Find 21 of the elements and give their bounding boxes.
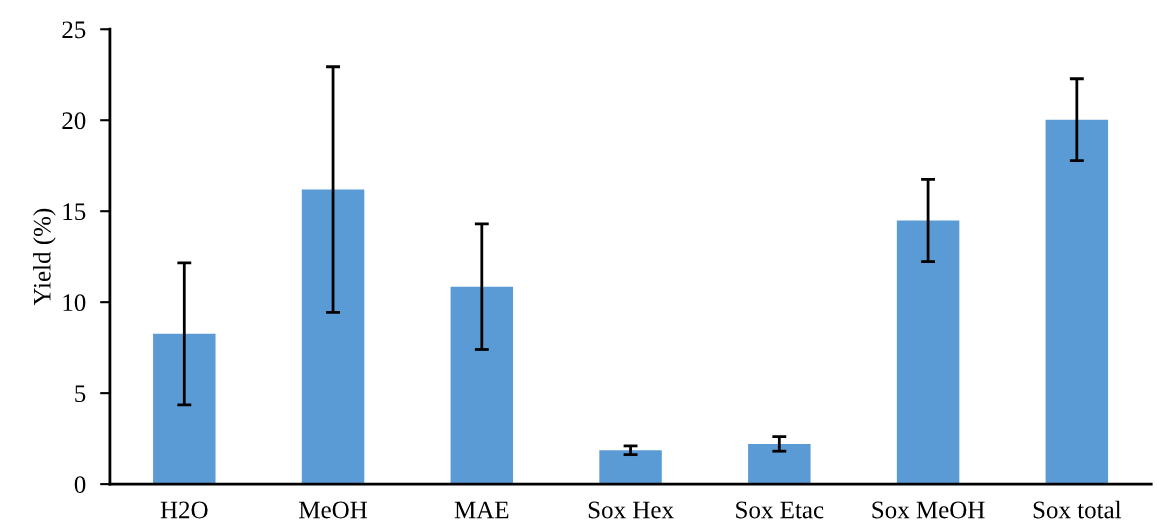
y-tick-label: 0: [74, 476, 86, 494]
y-tick-label: 20: [62, 112, 86, 130]
x-tick-label: Sox Etac: [736, 501, 824, 519]
x-tick-label: MAE: [454, 501, 509, 519]
y-tick-label: 10: [63, 294, 86, 312]
x-tick-label: Sox MeOH: [872, 501, 985, 519]
x-tick-label: Sox total: [1033, 500, 1122, 519]
x-tick-label: Sox Hex: [588, 501, 674, 519]
bar: [599, 450, 662, 485]
y-axis-title: Yield (%): [33, 208, 56, 306]
bar: [1045, 119, 1109, 485]
y-tick-label: 5: [75, 385, 86, 403]
x-tick-label: MeOH: [299, 501, 368, 519]
y-tick-label: 25: [62, 21, 86, 39]
bar: [153, 333, 216, 485]
x-tick-label: H2O: [160, 501, 208, 519]
bar: [301, 189, 365, 485]
bar: [748, 443, 811, 485]
bar: [896, 220, 960, 485]
y-tick-label: 15: [63, 203, 86, 221]
bar: [450, 286, 514, 485]
